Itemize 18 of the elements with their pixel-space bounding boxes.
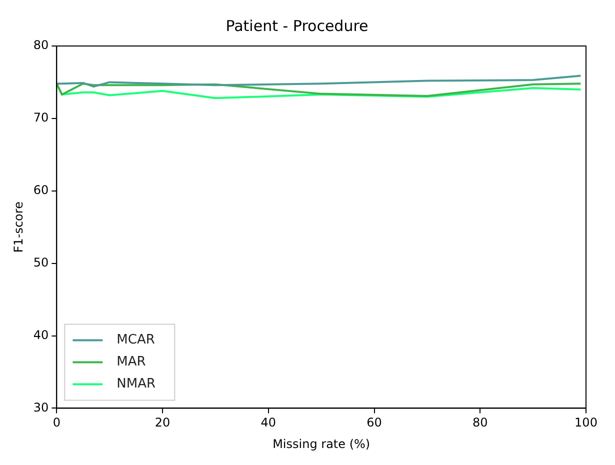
x-tick-label: 0 bbox=[52, 416, 60, 430]
y-tick-label: 40 bbox=[33, 328, 49, 342]
chart-title: Patient - Procedure bbox=[226, 16, 368, 35]
legend-label: NMAR bbox=[116, 376, 156, 392]
y-axis-title: F1-score bbox=[11, 202, 26, 253]
legend-label: MAR bbox=[116, 354, 146, 370]
y-tick-label: 50 bbox=[33, 255, 49, 270]
y-tick-label: 80 bbox=[33, 38, 49, 52]
x-tick-label: 20 bbox=[154, 416, 170, 430]
legend-label: MCAR bbox=[116, 332, 155, 348]
y-tick-label: 30 bbox=[33, 400, 49, 414]
x-tick-label: 40 bbox=[260, 416, 276, 430]
y-tick-label: 70 bbox=[33, 110, 49, 125]
x-axis-title: Missing rate (%) bbox=[272, 436, 370, 451]
y-tick-label: 60 bbox=[33, 183, 49, 198]
x-tick-label: 60 bbox=[366, 416, 382, 430]
x-tick-label: 80 bbox=[472, 416, 488, 430]
x-tick-label: 100 bbox=[574, 416, 598, 430]
